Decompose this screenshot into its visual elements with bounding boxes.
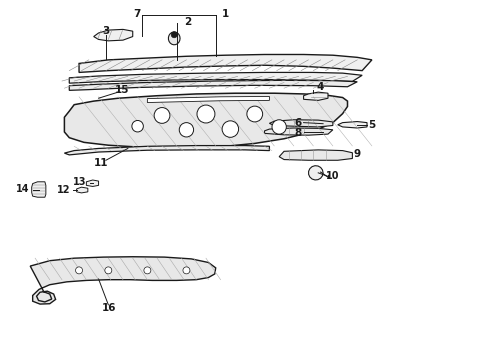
Polygon shape: [32, 182, 46, 197]
Polygon shape: [338, 122, 367, 128]
Text: 16: 16: [102, 303, 117, 313]
Text: 10: 10: [326, 171, 340, 181]
Text: 4: 4: [317, 82, 324, 93]
Text: 5: 5: [368, 120, 375, 130]
Polygon shape: [265, 128, 333, 135]
Circle shape: [179, 123, 194, 137]
Polygon shape: [94, 30, 133, 41]
Polygon shape: [76, 187, 88, 193]
Text: 11: 11: [94, 158, 108, 168]
Circle shape: [171, 32, 177, 38]
Polygon shape: [86, 180, 98, 186]
Polygon shape: [279, 150, 352, 160]
Polygon shape: [147, 96, 270, 103]
Text: 2: 2: [184, 17, 191, 27]
Text: 6: 6: [294, 118, 301, 128]
Polygon shape: [64, 145, 270, 155]
Polygon shape: [304, 92, 328, 100]
Circle shape: [144, 267, 151, 274]
Circle shape: [272, 120, 286, 134]
Polygon shape: [309, 166, 323, 180]
Polygon shape: [64, 93, 347, 148]
Circle shape: [105, 267, 112, 274]
Circle shape: [132, 121, 144, 132]
Circle shape: [154, 108, 170, 123]
Text: 3: 3: [102, 26, 109, 36]
Circle shape: [222, 121, 239, 137]
Text: 8: 8: [294, 128, 301, 138]
Text: 1: 1: [222, 9, 229, 19]
Polygon shape: [30, 257, 216, 304]
Circle shape: [183, 267, 190, 274]
Text: 9: 9: [354, 149, 361, 159]
Text: 7: 7: [133, 9, 140, 19]
Polygon shape: [79, 54, 372, 72]
Polygon shape: [69, 80, 357, 90]
Text: 12: 12: [57, 185, 70, 195]
Text: 15: 15: [115, 85, 129, 95]
Polygon shape: [69, 72, 362, 83]
Polygon shape: [270, 120, 333, 127]
Circle shape: [75, 267, 82, 274]
Text: 14: 14: [16, 184, 29, 194]
Circle shape: [247, 106, 263, 122]
Text: 13: 13: [73, 177, 86, 187]
Polygon shape: [169, 32, 180, 45]
Circle shape: [197, 105, 215, 123]
